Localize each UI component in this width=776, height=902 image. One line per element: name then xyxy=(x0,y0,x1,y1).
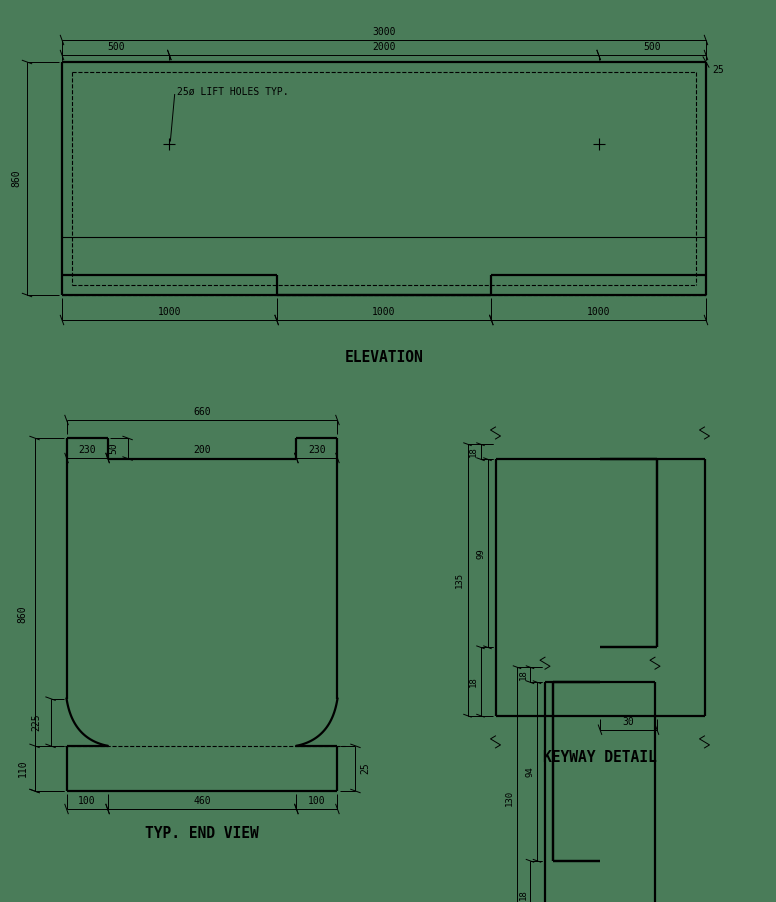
Text: 1000: 1000 xyxy=(158,307,181,317)
Text: 860: 860 xyxy=(11,170,21,188)
Text: 18: 18 xyxy=(469,446,478,457)
Text: KEYWAY DETAIL: KEYWAY DETAIL xyxy=(543,750,656,765)
Text: 25ø LIFT HOLES TYP.: 25ø LIFT HOLES TYP. xyxy=(177,87,289,97)
Text: 1000: 1000 xyxy=(587,307,611,317)
Text: ELEVATION: ELEVATION xyxy=(345,351,424,365)
Text: 200: 200 xyxy=(193,445,211,455)
Text: 110: 110 xyxy=(18,759,27,778)
Text: 100: 100 xyxy=(308,796,326,806)
Text: 460: 460 xyxy=(193,796,211,806)
Text: 135: 135 xyxy=(455,572,464,588)
Text: 660: 660 xyxy=(193,407,211,417)
Text: 3000: 3000 xyxy=(372,27,396,37)
Text: 500: 500 xyxy=(643,42,661,52)
Text: 30: 30 xyxy=(622,717,634,727)
Text: 94: 94 xyxy=(525,766,535,777)
Text: 18: 18 xyxy=(518,889,528,900)
Text: 130: 130 xyxy=(504,790,514,806)
Text: 99: 99 xyxy=(476,548,485,558)
Text: 860: 860 xyxy=(18,605,27,623)
Text: 18: 18 xyxy=(469,676,478,687)
Text: 50: 50 xyxy=(109,442,119,454)
Text: 100: 100 xyxy=(78,796,96,806)
Text: 500: 500 xyxy=(107,42,124,52)
Text: 225: 225 xyxy=(32,713,42,731)
Text: 25: 25 xyxy=(712,65,724,75)
Text: TYP. END VIEW: TYP. END VIEW xyxy=(145,825,259,841)
Text: 25: 25 xyxy=(361,762,370,774)
Text: 230: 230 xyxy=(308,445,326,455)
Text: 1000: 1000 xyxy=(372,307,396,317)
Text: 2000: 2000 xyxy=(372,42,396,52)
Text: 230: 230 xyxy=(78,445,96,455)
Text: 18: 18 xyxy=(518,669,528,680)
